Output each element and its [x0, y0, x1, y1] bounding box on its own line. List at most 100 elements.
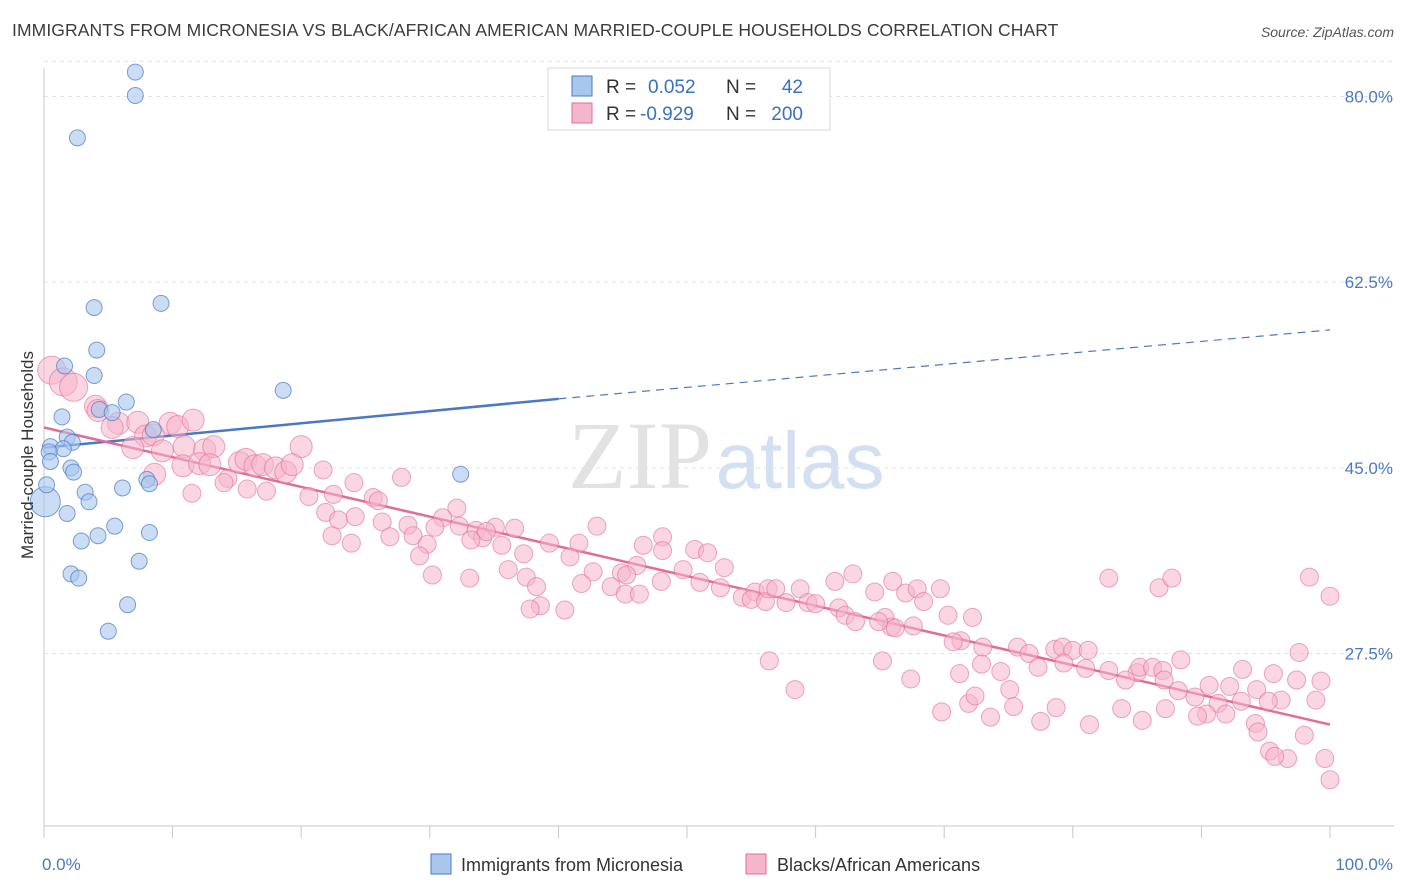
bottom-legend-label-black: Blacks/African Americans	[777, 855, 980, 875]
point-black	[344, 473, 364, 493]
point-black	[1149, 578, 1169, 598]
point-black	[1000, 680, 1020, 700]
point-black	[938, 605, 958, 625]
point-black	[1154, 670, 1174, 690]
point-black	[1220, 676, 1240, 696]
point-black	[710, 578, 730, 598]
point-black	[1320, 586, 1340, 606]
legend-swatch-black	[571, 102, 593, 124]
point-black	[1132, 710, 1152, 730]
point-black	[865, 582, 885, 602]
point-black	[345, 507, 365, 527]
point-black	[633, 535, 653, 555]
point-black	[1112, 699, 1132, 719]
point-micronesia	[126, 86, 144, 104]
point-black	[322, 526, 342, 546]
point-black	[991, 662, 1011, 682]
point-black	[1299, 567, 1319, 587]
point-black	[1116, 670, 1136, 690]
points-micronesia	[29, 63, 470, 640]
y-tick-label-1: 45.0%	[1345, 459, 1393, 478]
point-black	[572, 573, 592, 593]
point-black	[461, 530, 481, 550]
point-black	[1265, 746, 1285, 766]
point-black	[843, 564, 863, 584]
y-tick-label-3: 80.0%	[1345, 88, 1393, 107]
point-black	[973, 637, 993, 657]
point-black	[341, 533, 361, 553]
point-black	[971, 654, 991, 674]
point-black	[214, 473, 234, 493]
point-black	[930, 579, 950, 599]
point-black	[825, 571, 845, 591]
point-black	[492, 535, 512, 555]
point-black	[1171, 650, 1191, 670]
point-black	[1231, 691, 1251, 711]
point-black	[392, 467, 412, 487]
point-black	[1162, 568, 1182, 588]
bottom-legend-swatch-micronesia	[430, 853, 452, 875]
point-micronesia	[126, 63, 144, 81]
trend-dashed-micronesia	[558, 329, 1331, 400]
x-tick-label-0: 0.0%	[42, 855, 81, 874]
stats-legend: R = 0.052 N = 42 R = -0.929 N = 200	[547, 67, 831, 131]
point-black	[883, 571, 903, 591]
point-black	[410, 546, 430, 566]
point-black	[313, 460, 333, 480]
point-black	[914, 592, 934, 612]
point-black	[651, 571, 671, 591]
point-micronesia	[274, 381, 292, 399]
point-micronesia	[99, 622, 117, 640]
point-black	[1155, 699, 1175, 719]
point-black	[121, 436, 145, 460]
point-black	[1028, 657, 1048, 677]
point-black	[806, 594, 826, 614]
point-micronesia	[113, 479, 131, 497]
point-micronesia	[54, 440, 72, 458]
y-tick-label-2: 62.5%	[1345, 273, 1393, 292]
point-black	[943, 632, 963, 652]
y-tick-labels: 27.5% 45.0% 62.5% 80.0%	[1345, 88, 1393, 664]
point-black	[869, 612, 889, 632]
point-black	[323, 484, 343, 504]
point-black	[1311, 671, 1331, 691]
point-micronesia	[89, 527, 107, 545]
y-axis-title: Married-couple Households	[18, 351, 37, 559]
chart-title: IMMIGRANTS FROM MICRONESIA VS BLACK/AFRI…	[12, 20, 1059, 40]
point-black	[776, 593, 796, 613]
point-black	[560, 547, 580, 567]
source-credit: Source: ZipAtlas.com	[1260, 24, 1394, 40]
point-black	[527, 577, 547, 597]
point-black	[766, 579, 786, 599]
point-black	[539, 533, 559, 553]
legend-n-value-1: 42	[782, 77, 803, 98]
point-black	[380, 527, 400, 547]
point-black	[1315, 749, 1335, 769]
point-micronesia	[41, 452, 59, 470]
point-micronesia	[130, 552, 148, 570]
point-black	[460, 568, 480, 588]
point-black	[845, 612, 865, 632]
point-black	[980, 707, 1000, 727]
point-micronesia	[117, 393, 135, 411]
x-tick-labels: 0.0% 100.0%	[42, 855, 1393, 874]
point-black	[1258, 691, 1278, 711]
point-black	[198, 453, 222, 477]
point-black	[328, 510, 348, 530]
bottom-legend-label-micronesia: Immigrants from Micronesia	[461, 855, 684, 875]
point-black	[587, 516, 607, 536]
point-micronesia	[65, 463, 83, 481]
point-micronesia	[103, 404, 121, 422]
point-micronesia	[70, 569, 88, 587]
point-black	[1216, 704, 1236, 724]
point-black	[422, 565, 442, 585]
legend-r-label-2: R =	[606, 104, 636, 125]
point-black	[885, 618, 905, 638]
point-micronesia	[72, 532, 90, 550]
point-micronesia	[85, 367, 103, 385]
point-black	[1076, 658, 1096, 678]
legend-r-value-1: 0.052	[648, 77, 696, 98]
point-black	[714, 558, 734, 578]
point-micronesia	[152, 294, 170, 312]
